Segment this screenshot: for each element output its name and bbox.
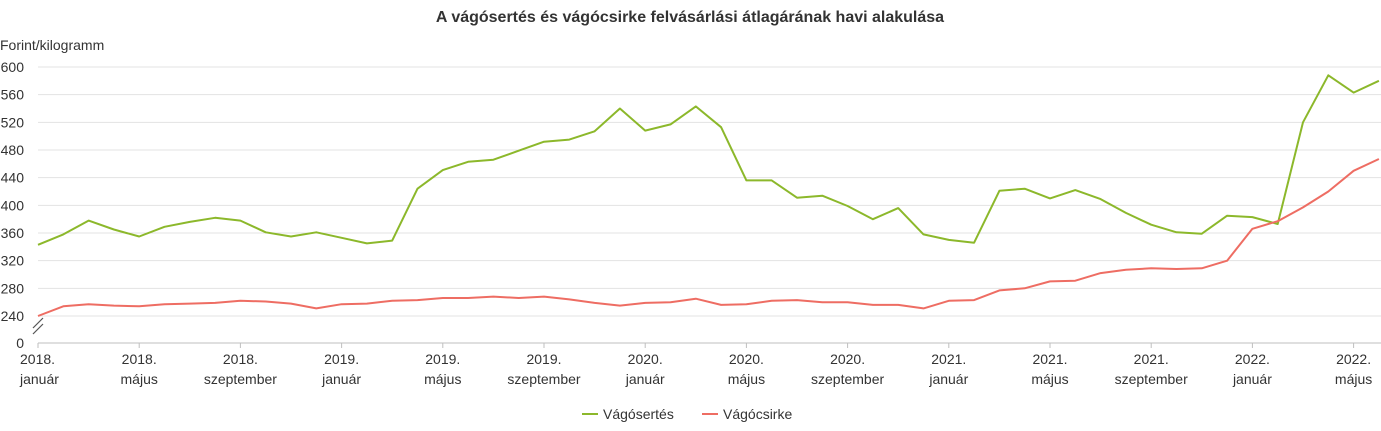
x-tick-label-month: január [321, 371, 361, 387]
y-axis-ticks: 0 240 280 320 360 400 440 480 520 560 600 [1, 59, 25, 351]
y-tick-label: 240 [1, 308, 25, 324]
axis-break-gap [34, 320, 44, 332]
x-tick-label-year: 2018. [20, 351, 55, 367]
x-tick-label-year: 2019. [425, 351, 460, 367]
y-tick-label: 400 [1, 197, 25, 213]
x-tick-label-month: január [625, 371, 665, 387]
x-tick-label-year: 2021. [1032, 351, 1067, 367]
x-tick-label-year: 2020. [830, 351, 865, 367]
x-tick-label-year: 2019. [526, 351, 561, 367]
x-tick-label-year: 2020. [729, 351, 764, 367]
axis-break-slash [32, 323, 44, 335]
y-axis-break-marker [32, 317, 44, 335]
x-tick-label-month: szeptember [1115, 371, 1188, 387]
y-tick-label: 0 [16, 335, 24, 351]
x-tick-label-year: 2018. [122, 351, 157, 367]
y-tick-label: 560 [1, 87, 25, 103]
y-tick-label: 600 [1, 59, 25, 75]
y-tick-label: 320 [1, 253, 25, 269]
y-axis-label: Forint/kilogramm [0, 37, 104, 53]
gridlines [38, 66, 1381, 344]
y-tick-label: 520 [1, 114, 25, 130]
series-line-vagosertes [37, 74, 1380, 246]
x-tick-label-year: 2019. [324, 351, 359, 367]
x-tick-label-year: 2018. [223, 351, 258, 367]
x-tick-label-month: május [1335, 371, 1372, 387]
legend-label: Vágócsirke [723, 406, 792, 422]
x-tick-label-month: május [121, 371, 158, 387]
axis-break-slash [32, 317, 44, 329]
x-tick-label-month: január [1232, 371, 1272, 387]
legend-label: Vágósertés [603, 406, 674, 422]
y-tick-label: 280 [1, 280, 25, 296]
chart-title: A vágósertés és vágócsirke felvásárlási … [436, 9, 944, 26]
y-tick-label: 480 [1, 142, 25, 158]
legend: Vágósertés Vágócsirke [582, 406, 792, 422]
x-tick-label-year: 2021. [931, 351, 966, 367]
x-tick-label-month: január [19, 371, 59, 387]
series-line-vagocsirke [37, 158, 1380, 317]
x-tick-label-year: 2022. [1336, 351, 1371, 367]
x-tick-label-month: január [928, 371, 968, 387]
y-tick-label: 440 [1, 170, 25, 186]
x-tick-label-month: május [424, 371, 461, 387]
y-tick-label: 360 [1, 225, 25, 241]
x-tick-label-year: 2022. [1235, 351, 1270, 367]
series-lines [37, 74, 1380, 317]
x-tick-label-month: május [1031, 371, 1068, 387]
x-tick-label-year: 2020. [628, 351, 663, 367]
x-tick-label-month: szeptember [204, 371, 277, 387]
x-tick-label-month: szeptember [811, 371, 884, 387]
x-tick-label-month: május [728, 371, 765, 387]
x-axis-ticks: 2018. január 2018. május 2018. szeptember 2019… [19, 343, 1372, 387]
x-tick-label-month: szeptember [507, 371, 580, 387]
x-tick-label-year: 2021. [1134, 351, 1169, 367]
